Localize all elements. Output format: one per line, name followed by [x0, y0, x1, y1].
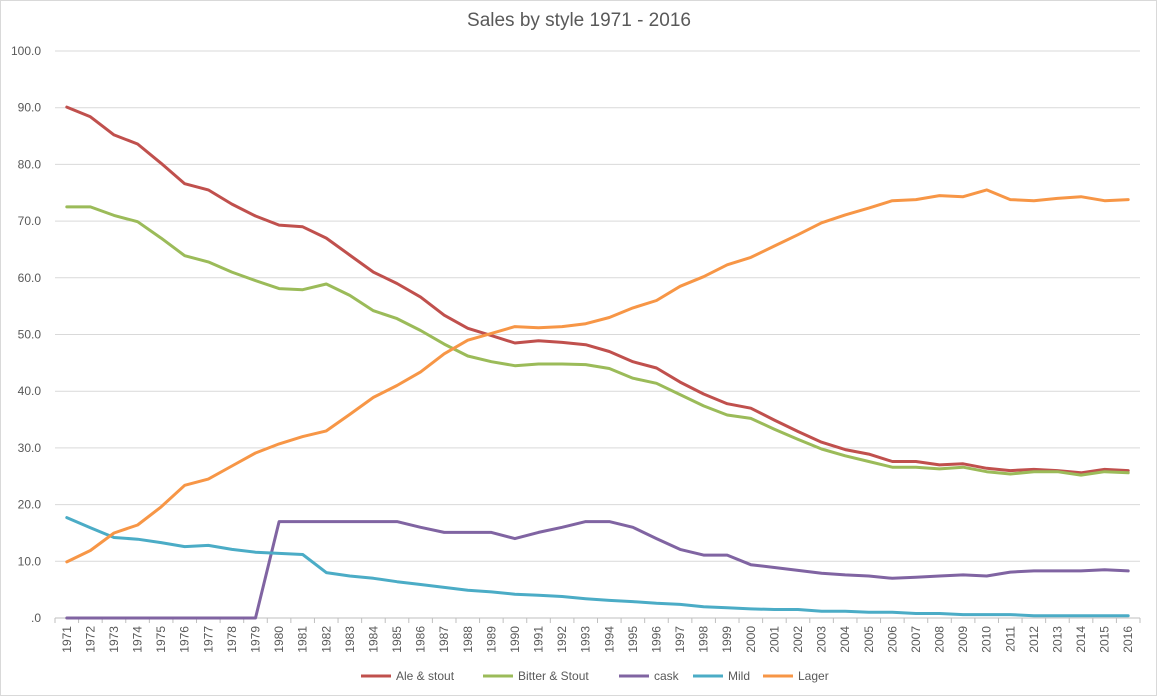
legend-label: Bitter & Stout	[518, 669, 589, 683]
y-tick-label: 100.0	[11, 44, 41, 58]
chart-title: Sales by style 1971 - 2016	[467, 10, 691, 31]
x-tick-label: 1983	[343, 626, 357, 653]
y-tick-label: 70.0	[18, 214, 42, 228]
x-tick-label: 1972	[83, 626, 97, 653]
y-tick-label: 60.0	[18, 271, 42, 285]
y-tick-label: 50.0	[18, 328, 42, 342]
y-tick-label: 90.0	[18, 101, 42, 115]
x-tick-label: 2004	[838, 626, 852, 653]
x-tick-label: 1996	[649, 626, 663, 653]
series-line-mild	[65, 516, 1130, 618]
x-tick-label: 2011	[1003, 626, 1017, 652]
x-tick-label: 1988	[461, 626, 475, 653]
x-tick-label: 1977	[201, 626, 215, 653]
x-tick-label: 1975	[154, 626, 168, 653]
x-tick-label: 2009	[956, 626, 970, 653]
x-tick-label: 1978	[225, 626, 239, 653]
x-tick-label: 2005	[862, 626, 876, 653]
legend-item-lager[interactable]: Lager	[763, 669, 829, 683]
legend-item-ale-stout[interactable]: Ale & stout	[361, 669, 455, 683]
series-line-ale-stout	[65, 105, 1130, 475]
x-tick-label: 1982	[319, 626, 333, 653]
legend[interactable]: Ale & stout Bitter & Stout cask Mild Lager	[361, 669, 829, 683]
x-tick-label: 1987	[437, 626, 451, 653]
x-tick-label: 1984	[366, 626, 380, 653]
x-tick-label: 1992	[555, 626, 569, 653]
x-tick-label: 1980	[272, 626, 286, 653]
x-tick-label: 1981	[296, 626, 310, 653]
x-tick-label: 2014	[1074, 626, 1088, 653]
legend-label: Mild	[728, 669, 750, 683]
series-lines	[65, 105, 1130, 620]
x-tick-label: 1979	[248, 626, 262, 653]
x-tick-label: 2012	[1027, 626, 1041, 653]
x-axis: 1971 1972 1973 1974 1975 1976 1977 1978 1979 1980…	[54, 617, 1141, 653]
series-line-bitter-stout	[65, 205, 1130, 477]
x-tick-label: 2007	[909, 626, 923, 653]
gridlines	[55, 50, 1140, 562]
y-tick-label: 40.0	[18, 384, 42, 398]
x-tick-label: 1995	[626, 626, 640, 653]
x-tick-label: 1999	[720, 626, 734, 653]
x-tick-label: 1990	[508, 626, 522, 653]
x-tick-label: 2000	[744, 626, 758, 653]
x-tick-label: 2008	[933, 626, 947, 653]
x-tick-label: 2013	[1050, 626, 1064, 653]
x-tick-label: 2002	[791, 626, 805, 653]
x-tick-label: 2006	[885, 626, 899, 653]
series-line-lager	[65, 188, 1130, 564]
series-line-cask	[65, 520, 1130, 620]
x-tick-label: 2016	[1121, 626, 1135, 653]
y-axis-ticks: .0 10.0 20.0 30.0 40.0 50.0 60.0 70.0 80.0 90.0 10…	[11, 44, 41, 625]
x-tick-label: 2010	[980, 626, 994, 653]
y-tick-label: 80.0	[18, 157, 42, 171]
legend-item-mild[interactable]: Mild	[693, 669, 750, 683]
y-tick-label: 10.0	[18, 554, 42, 568]
x-tick-label: 1991	[532, 626, 546, 653]
x-tick-label: 1973	[107, 626, 121, 653]
y-tick-label: 30.0	[18, 441, 42, 455]
x-tick-label: 2001	[767, 626, 781, 653]
legend-label: Lager	[798, 669, 829, 683]
y-tick-label: 20.0	[18, 498, 42, 512]
x-tick-label: 1986	[414, 626, 428, 653]
legend-item-bitter-stout[interactable]: Bitter & Stout	[483, 669, 589, 683]
legend-item-cask[interactable]: cask	[619, 669, 680, 683]
x-tick-label: 1974	[131, 626, 145, 653]
x-tick-label: 1998	[697, 626, 711, 653]
x-tick-label: 1993	[579, 626, 593, 653]
x-tick-label: 2003	[815, 626, 829, 653]
x-tick-label: 2015	[1098, 626, 1112, 653]
legend-label: cask	[654, 669, 680, 683]
x-tick-label: 1971	[60, 626, 74, 653]
y-tick-label: .0	[31, 611, 41, 625]
x-tick-label: 1985	[390, 626, 404, 653]
x-tick-label: 1989	[484, 626, 498, 653]
x-tick-label: 1994	[602, 626, 616, 653]
x-tick-label: 1976	[178, 626, 192, 653]
x-tick-label: 1997	[673, 626, 687, 653]
legend-label: Ale & stout	[396, 669, 455, 683]
